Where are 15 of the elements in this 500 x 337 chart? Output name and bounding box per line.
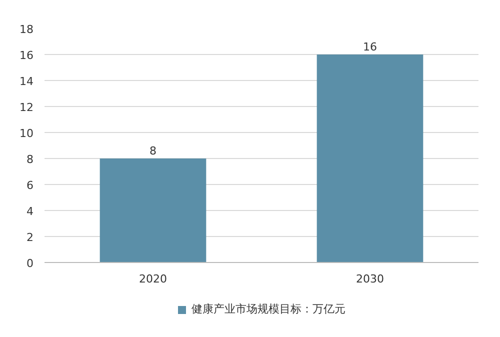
legend-label: 健康产业市场规模目标：万亿元 <box>192 302 346 316</box>
x-tick-label: 2020 <box>139 272 168 286</box>
data-label: 8 <box>150 144 156 158</box>
y-tick-label: 2 <box>26 231 34 244</box>
y-tick-label: 12 <box>20 101 34 114</box>
y-tick-label: 14 <box>20 75 34 88</box>
y-tick-label: 6 <box>26 179 34 192</box>
y-tick-label: 16 <box>20 49 34 62</box>
data-label: 16 <box>363 40 377 54</box>
y-tick-label: 18 <box>20 23 34 36</box>
y-tick-label: 4 <box>26 205 34 218</box>
y-tick-label: 8 <box>26 153 34 166</box>
y-tick-label: 10 <box>20 127 34 140</box>
y-tick-label: 0 <box>26 257 34 270</box>
x-tick-label: 2030 <box>356 272 384 286</box>
